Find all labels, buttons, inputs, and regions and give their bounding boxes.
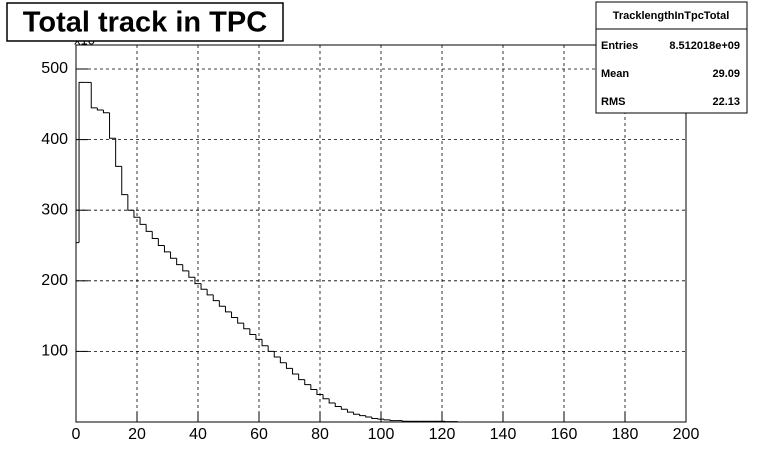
histogram-bin	[170, 251, 177, 259]
x-tick-label: 120	[429, 426, 456, 443]
stats-label: RMS	[601, 96, 625, 108]
x-tick-label: 40	[189, 426, 207, 443]
x-tick-label: 200	[673, 426, 700, 443]
stats-value: 29.09	[712, 68, 740, 80]
histogram-bin	[243, 323, 250, 330]
histogram-bin	[255, 334, 263, 340]
histogram-bin	[224, 306, 232, 313]
histogram-bin	[109, 112, 116, 139]
histogram-bin	[316, 389, 324, 395]
x-tick-label: 140	[490, 426, 517, 443]
histogram-bin	[401, 420, 409, 422]
histogram-bin	[298, 373, 305, 381]
x-tick-label: 80	[311, 426, 329, 443]
histogram-bin	[371, 417, 378, 419]
y-tick-label: 500	[41, 60, 68, 77]
histogram-bin	[145, 224, 153, 232]
stats-value: 8.512018e+09	[669, 40, 740, 52]
title-box	[6, 2, 284, 42]
x-tick-label: 20	[128, 426, 146, 443]
y-tick-label: 400	[41, 131, 68, 148]
histogram-bin	[176, 258, 183, 266]
histogram-bin	[96, 107, 104, 111]
stats-box	[595, 1, 748, 114]
histogram-bin	[151, 231, 159, 239]
histogram-bin	[346, 409, 354, 413]
histogram-bin	[188, 270, 195, 278]
x-tick-label: 0	[72, 426, 81, 443]
histogram-bin	[133, 210, 141, 218]
histogram-bin	[292, 368, 299, 375]
histogram-bin	[127, 194, 134, 211]
histogram-bin	[163, 245, 171, 253]
x-tick-label: 160	[551, 426, 578, 443]
histogram-bin	[267, 345, 275, 352]
x-tick-label: 180	[612, 426, 639, 443]
histogram-bin	[340, 406, 348, 410]
histogram-bin	[194, 277, 202, 285]
histogram-bin	[90, 82, 98, 109]
histogram-bin	[359, 414, 366, 417]
histogram-bin	[139, 217, 147, 225]
histogram-bin	[231, 311, 238, 319]
x-tick-label: 100	[368, 426, 395, 443]
y-tick-label: 200	[41, 272, 68, 289]
histogram-bin	[200, 283, 208, 290]
histogram-bin	[218, 300, 226, 307]
histogram-bin	[377, 418, 385, 420]
histogram-bin	[115, 138, 122, 167]
histogram-bin	[322, 394, 330, 400]
stats-label: Mean	[601, 68, 629, 80]
histogram-bin	[206, 289, 214, 296]
histogram-bin	[261, 339, 269, 347]
histogram-bin	[304, 379, 311, 386]
histogram-bin	[75, 242, 80, 422]
chart-title: Total track in TPC	[23, 7, 267, 39]
histogram-bin	[353, 412, 360, 415]
histogram-bin	[237, 317, 244, 324]
histogram-bin	[279, 357, 287, 364]
y-tick-label: 300	[41, 201, 68, 218]
histogram-bin	[273, 351, 281, 358]
histogram-bin	[285, 362, 293, 369]
stats-title: TracklengthInTpcTotal	[613, 10, 730, 22]
y-tick-label: 100	[41, 343, 68, 360]
histogram-bin	[78, 81, 86, 243]
histogram-bin	[389, 419, 397, 422]
histogram-bin	[212, 294, 220, 302]
histogram-bin	[121, 166, 128, 196]
histogram-bin	[328, 398, 336, 404]
histogram-bin	[157, 238, 165, 247]
histogram-bin	[102, 109, 110, 114]
x-tick-label: 60	[250, 426, 268, 443]
histogram-bin	[182, 264, 189, 272]
histogram-bin	[310, 384, 317, 391]
stats-value: 22.13	[712, 96, 740, 108]
histogram-bin	[383, 419, 391, 421]
stats-label: Entries	[601, 40, 638, 52]
histogram-bin	[249, 328, 256, 335]
histogram-bin	[365, 415, 372, 418]
histogram-bin	[334, 402, 342, 407]
